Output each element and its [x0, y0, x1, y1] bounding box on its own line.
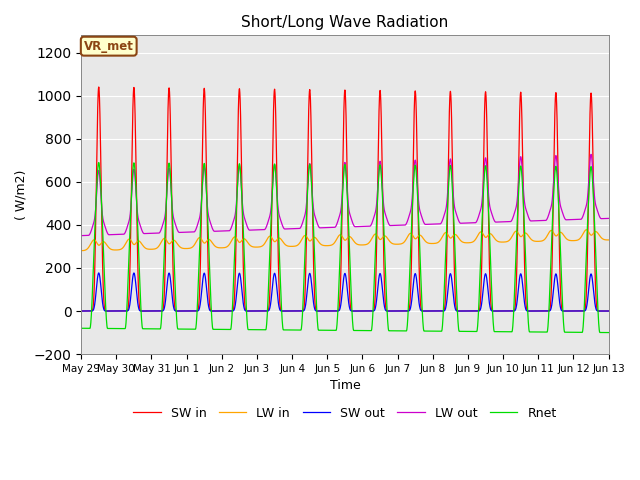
LW in [225, 243, 232, 249]
Rnet [191, 326, 198, 332]
Rnet [77, 325, 85, 331]
SW out [77, 308, 85, 314]
LW out [604, 216, 612, 221]
LW in [405, 231, 413, 237]
SW out [604, 308, 612, 314]
Rnet [95, 160, 102, 166]
LW in [396, 241, 404, 247]
SW out [555, 289, 563, 295]
Rnet [406, 280, 413, 286]
Rnet [605, 330, 612, 336]
LW out [405, 213, 413, 218]
X-axis label: Time: Time [330, 379, 360, 392]
SW in [77, 308, 85, 314]
Line: LW out: LW out [81, 155, 609, 236]
LW out [77, 233, 85, 239]
LW in [190, 242, 198, 248]
Line: Rnet: Rnet [81, 163, 609, 333]
LW in [77, 248, 85, 253]
LW out [190, 229, 198, 235]
SW in [396, 308, 404, 314]
Legend: SW in, LW in, SW out, LW out, Rnet: SW in, LW in, SW out, LW out, Rnet [128, 402, 562, 425]
Text: VR_met: VR_met [84, 40, 134, 53]
LW in [605, 237, 612, 243]
SW in [191, 308, 198, 314]
SW out [95, 270, 102, 276]
LW out [225, 228, 232, 234]
LW in [582, 227, 590, 233]
SW out [225, 308, 232, 314]
Y-axis label: ( W/m2): ( W/m2) [15, 169, 28, 220]
Line: LW in: LW in [81, 230, 609, 251]
SW in [406, 306, 413, 312]
Line: SW in: SW in [81, 87, 609, 311]
LW out [605, 216, 612, 221]
LW out [396, 222, 404, 228]
SW in [555, 197, 563, 203]
SW in [225, 308, 232, 314]
Title: Short/Long Wave Radiation: Short/Long Wave Radiation [241, 15, 449, 30]
SW in [604, 308, 612, 314]
SW in [95, 84, 102, 90]
SW in [605, 308, 612, 314]
LW in [604, 237, 612, 243]
Rnet [225, 326, 232, 332]
Rnet [604, 330, 612, 336]
LW in [554, 231, 562, 237]
Line: SW out: SW out [81, 273, 609, 311]
SW out [605, 308, 612, 314]
SW out [406, 308, 413, 313]
LW out [588, 152, 595, 157]
SW out [396, 308, 404, 314]
LW out [554, 182, 562, 188]
Rnet [555, 200, 563, 206]
Rnet [396, 328, 404, 334]
SW out [191, 308, 198, 314]
